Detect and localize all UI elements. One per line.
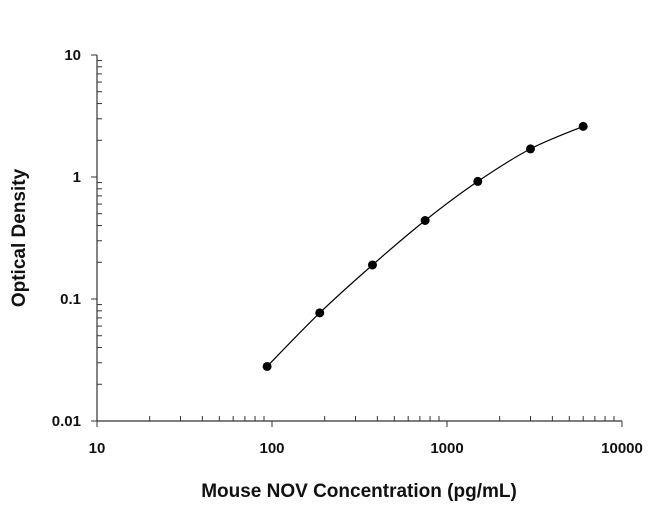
y-tick-label-0.1: 0.1 (60, 291, 81, 308)
data-point-2 (315, 308, 325, 318)
x-tick-label-10: 10 (89, 440, 106, 457)
data-point-1 (262, 361, 272, 371)
axes (91, 54, 623, 427)
x-tick-labels: 10 100 1000 10000 (89, 440, 643, 457)
data-point-5 (473, 176, 483, 186)
y-tick-label-0.01: 0.01 (52, 413, 81, 430)
data-point-7 (578, 121, 588, 131)
data-point-6 (525, 144, 535, 154)
y-tick-label-1: 1 (73, 169, 81, 186)
x-tick-label-10000: 10000 (601, 440, 643, 457)
data-point-3 (367, 260, 377, 270)
minor-ticks (97, 60, 615, 421)
data-points (262, 121, 588, 371)
x-axis-title: Mouse NOV Concentration (pg/mL) (201, 481, 517, 502)
y-tick-labels: 0.01 0.1 1 10 (52, 47, 81, 430)
x-tick-label-1000: 1000 (430, 440, 463, 457)
y-tick-label-10: 10 (64, 47, 81, 64)
major-ticks (91, 54, 623, 427)
standard-curve-line (266, 125, 584, 367)
data-point-4 (420, 215, 430, 225)
x-tick-label-100: 100 (259, 440, 284, 457)
y-axis-title: Optical Density (9, 168, 30, 307)
